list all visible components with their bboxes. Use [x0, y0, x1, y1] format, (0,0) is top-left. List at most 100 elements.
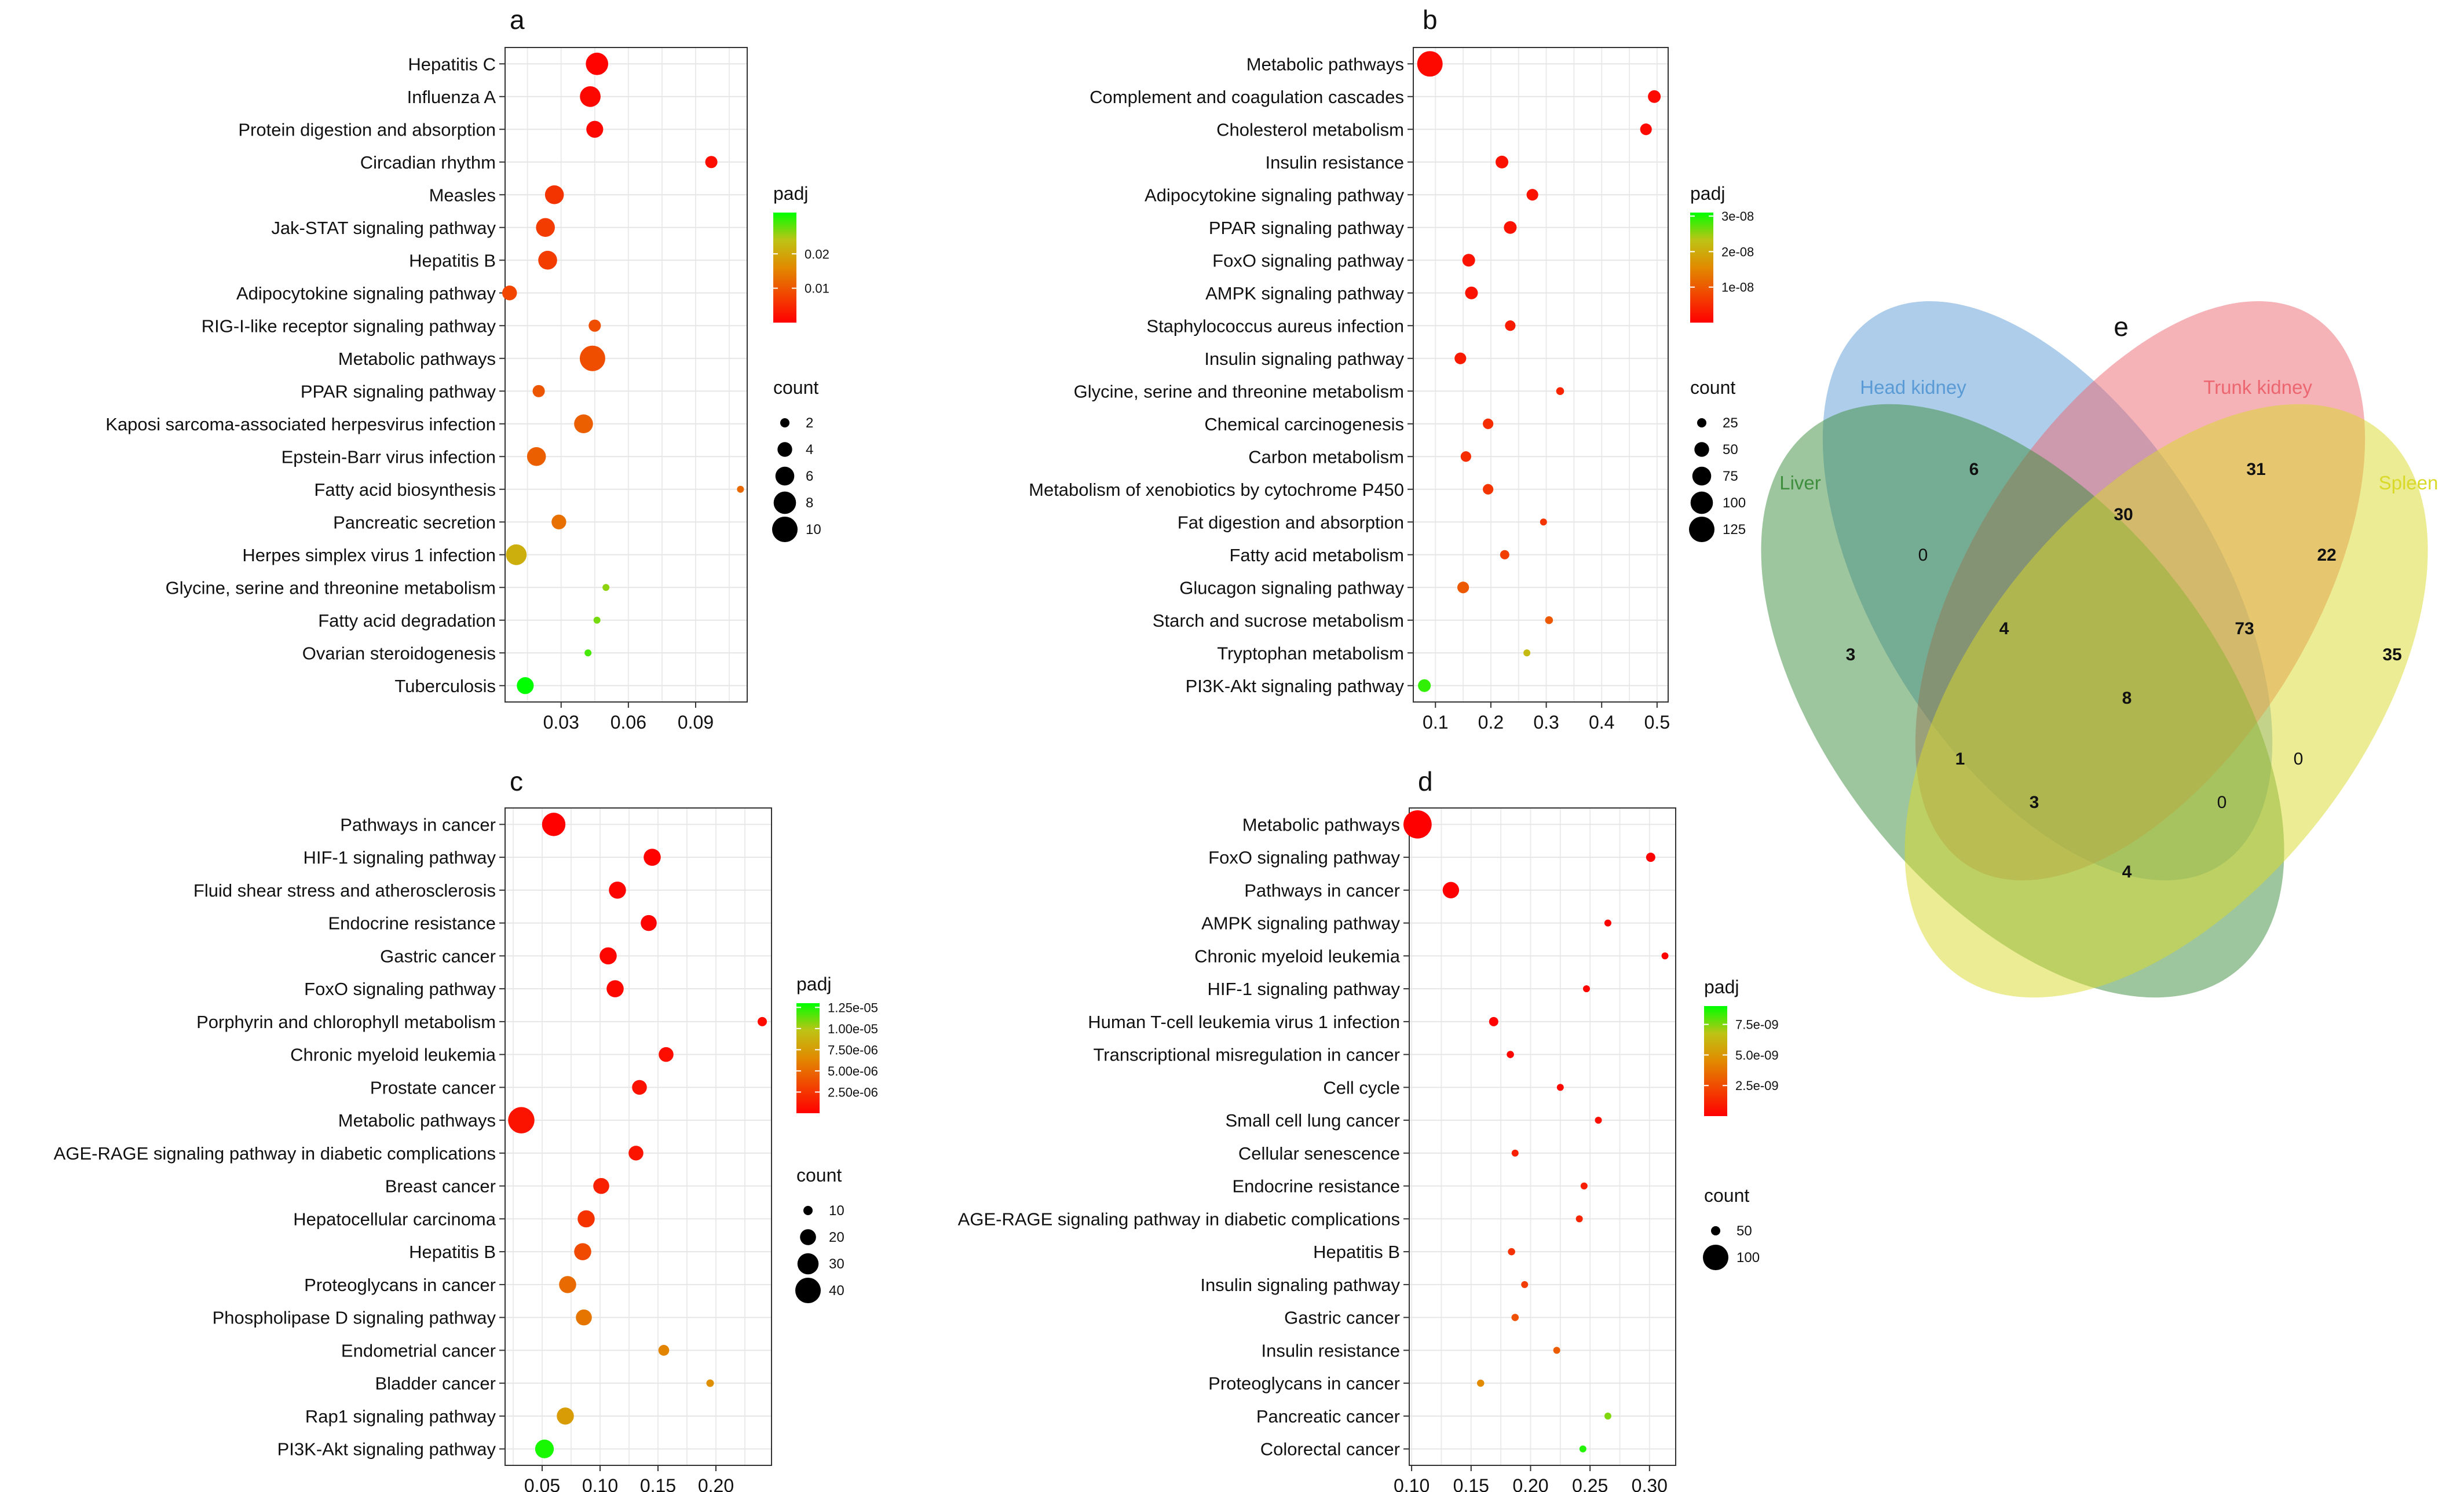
venn-region-value: 0 [2294, 749, 2304, 769]
data-point [1489, 1016, 1498, 1026]
data-point [632, 1080, 647, 1095]
panel-title-c: c [510, 766, 523, 796]
venn-region-value: 4 [2122, 862, 2132, 882]
colorbar-tick-label: 5.0e-09 [1735, 1048, 1779, 1062]
y-tick-label: Breast cancer [385, 1176, 496, 1197]
data-point [580, 86, 601, 107]
plot-area [1413, 47, 1668, 702]
data-point [1511, 1314, 1519, 1321]
y-tick-label: PPAR signaling pathway [1209, 218, 1405, 238]
venn-region-value: 35 [2382, 645, 2401, 664]
panel-a: a 0.03 0.06 0.09 Hepatitis C Influenza A Prote… [105, 5, 829, 733]
data-point [586, 52, 609, 75]
data-point [641, 915, 657, 931]
y-tick-label: Proteoglycans in cancer [1208, 1373, 1400, 1394]
y-tick-label: Fatty acid biosynthesis [314, 480, 496, 500]
colorbar-tick-label: 3e-08 [1721, 209, 1754, 224]
y-tick-label: Cell cycle [1323, 1077, 1400, 1098]
legend-count-label: 25 [1723, 415, 1738, 431]
y-tick-label: Metabolic pathways [1242, 814, 1400, 835]
y-tick-label: Hepatitis B [409, 1242, 496, 1262]
y-tick-label: Endometrial cancer [341, 1340, 496, 1361]
y-tick-label: Staphylococcus aureus infection [1146, 316, 1404, 336]
y-tick-label: Ovarian steroidogenesis [302, 643, 496, 663]
colorbar-tick-label: 0.01 [805, 281, 829, 296]
legend-count-dot [1694, 442, 1709, 457]
colorbar-tick-label: 1.00e-05 [828, 1022, 878, 1036]
data-point [577, 1210, 595, 1228]
data-point [538, 250, 557, 270]
data-point [658, 1345, 670, 1356]
venn-region-value: 31 [2246, 460, 2265, 479]
data-point [758, 1016, 767, 1026]
y-tick-label: Adipocytokine signaling pathway [236, 283, 496, 303]
data-point [1476, 1379, 1485, 1387]
legend-padj-title: padj [1690, 183, 1725, 204]
data-point [586, 120, 604, 138]
y-tick-label: Porphyrin and chlorophyll metabolism [196, 1012, 496, 1032]
x-tick-label: 0.10 [1394, 1475, 1430, 1492]
venn-set-label: Spleen [2379, 472, 2439, 493]
venn-region-value: 22 [2317, 546, 2336, 565]
data-point [1507, 1051, 1514, 1058]
y-tick-label: Hepatocellular carcinoma [293, 1209, 496, 1229]
data-point [1604, 919, 1611, 927]
data-point [1545, 616, 1553, 624]
y-tick-label: Tuberculosis [394, 676, 496, 696]
y-tick-label: Jak-STAT signaling pathway [271, 218, 496, 238]
y-tick-label: Insulin resistance [1261, 1340, 1400, 1361]
y-tick-label: Glucagon signaling pathway [1179, 577, 1404, 598]
data-point [1646, 853, 1655, 862]
data-point [1526, 189, 1538, 201]
data-point [527, 447, 546, 466]
legend-count-label: 4 [806, 442, 813, 458]
y-tick-label: Starch and sucrose metabolism [1153, 610, 1404, 631]
venn-region-value: 1 [1955, 749, 1965, 769]
y-tick-label: Metabolic pathways [338, 1110, 496, 1131]
y-tick-label: Phospholipase D signaling pathway [213, 1308, 496, 1328]
legend-count-label: 8 [806, 495, 813, 511]
data-point [1417, 51, 1443, 77]
y-tick-label: Endocrine resistance [1233, 1176, 1401, 1197]
data-point [606, 980, 624, 997]
x-tick-label: 0.30 [1632, 1475, 1668, 1492]
data-point [705, 156, 718, 169]
y-tick-label: Transcriptional misregulation in cancer [1093, 1045, 1400, 1065]
data-point [599, 947, 617, 965]
y-tick-label: Protein digestion and absorption [238, 119, 496, 140]
legend-count-dot [1689, 517, 1714, 542]
y-tick-label: Gastric cancer [380, 946, 496, 966]
legend-count-label: 100 [1723, 495, 1746, 511]
y-tick-label: Metabolism of xenobiotics by cytochrome … [1029, 480, 1404, 500]
venn-set-spleen [1904, 404, 2428, 998]
y-tick-label: Rap1 signaling pathway [305, 1406, 496, 1427]
legend-count-dot [800, 1229, 816, 1245]
data-point [1604, 1412, 1611, 1420]
data-point [576, 1309, 592, 1326]
legend-count-dot [780, 418, 789, 427]
legend-count-label: 6 [806, 469, 813, 484]
venn-region-value: 8 [2122, 689, 2132, 708]
data-point [574, 414, 593, 434]
panel-title-a: a [510, 5, 525, 35]
legend-count-label: 125 [1723, 522, 1746, 537]
x-tick-label: 0.15 [1453, 1475, 1489, 1492]
legend-count-dot [1703, 1245, 1728, 1270]
y-tick-label: Pancreatic secretion [333, 512, 496, 532]
y-tick-label: Tryptophan metabolism [1217, 643, 1404, 663]
colorbar-tick-label: 7.50e-06 [828, 1043, 878, 1057]
panel-c: c 0.05 0.10 0.15 0.20 Pathways in cancer HIF-1… [54, 766, 878, 1492]
y-tick-label: Hepatitis B [409, 250, 496, 270]
y-tick-label: Glycine, serine and threonine metabolism [1074, 381, 1404, 401]
data-point [579, 345, 605, 371]
data-point [584, 649, 592, 657]
y-tick-label: Insulin resistance [1265, 152, 1404, 173]
data-point [1511, 1149, 1519, 1157]
legend-count-dot [803, 1206, 813, 1215]
y-tick-label: Herpes simplex virus 1 infection [242, 545, 496, 565]
data-point [659, 1047, 674, 1062]
y-tick-label: Fat digestion and absorption [1178, 512, 1404, 532]
data-point [1483, 484, 1494, 495]
venn-region-value: 30 [2114, 505, 2133, 524]
